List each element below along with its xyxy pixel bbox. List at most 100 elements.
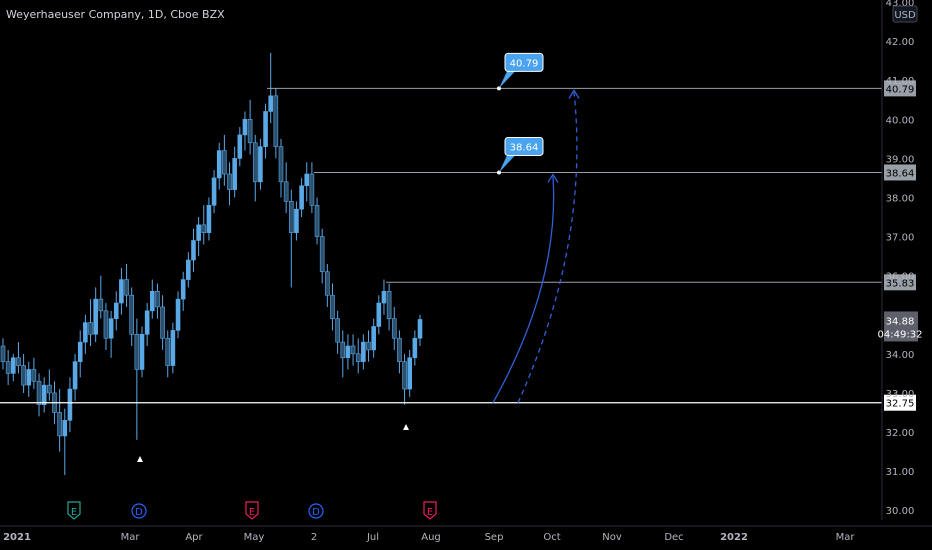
earnings-marker-icon[interactable]: E bbox=[423, 501, 437, 520]
time-tick: Apr bbox=[185, 532, 203, 543]
candle bbox=[402, 353, 407, 405]
candle bbox=[175, 291, 181, 339]
candle bbox=[5, 349, 11, 386]
candle-body bbox=[196, 224, 201, 241]
candle bbox=[273, 88, 279, 159]
candle bbox=[237, 127, 243, 167]
candle-body bbox=[299, 185, 304, 210]
candle bbox=[258, 138, 263, 190]
candle-body bbox=[36, 380, 42, 405]
earnings-marker-icon[interactable]: E bbox=[245, 501, 259, 520]
price-axis[interactable]: 43.00 42.00 41.00 40.00 39.00 38.00 37.00 36.00… bbox=[878, 0, 923, 520]
candle bbox=[41, 377, 47, 413]
candle-body bbox=[186, 259, 191, 280]
candle-body bbox=[170, 330, 176, 366]
candle-body bbox=[335, 318, 340, 343]
marker-letter: E bbox=[71, 507, 77, 518]
candle-body bbox=[113, 302, 119, 319]
dividend-marker-icon[interactable]: D bbox=[308, 503, 324, 519]
price-tick: 41.00 bbox=[886, 76, 915, 87]
price-tick: 40.00 bbox=[886, 115, 915, 126]
candle-body bbox=[72, 361, 78, 390]
time-tick: May bbox=[244, 532, 265, 543]
candle-body bbox=[412, 337, 418, 359]
callout-label: 40.79 bbox=[510, 58, 539, 69]
candle bbox=[407, 349, 413, 397]
candle-body bbox=[340, 341, 346, 359]
arc-solid-arrowhead bbox=[547, 173, 559, 183]
price-tag-bg bbox=[884, 80, 916, 97]
candle-body bbox=[263, 111, 268, 147]
time-tick: Aug bbox=[421, 532, 441, 543]
candle-body bbox=[330, 294, 335, 319]
candle bbox=[88, 299, 93, 347]
callout-40.79[interactable]: 40.79 bbox=[497, 52, 544, 91]
dividend-marker-icon[interactable]: D bbox=[131, 503, 147, 519]
candle bbox=[376, 295, 382, 335]
candle-body bbox=[361, 341, 366, 362]
candle bbox=[391, 306, 397, 350]
candle-body bbox=[129, 294, 135, 335]
price-tag-bg bbox=[884, 164, 916, 181]
candle bbox=[155, 283, 160, 319]
arc-dashed[interactable] bbox=[517, 92, 578, 403]
candle bbox=[232, 146, 237, 198]
candle bbox=[350, 334, 356, 366]
currency-badge[interactable]: USD bbox=[892, 5, 918, 23]
candle bbox=[227, 162, 232, 206]
candle-body bbox=[149, 290, 155, 312]
callout-38.64[interactable]: 38.64 bbox=[497, 136, 544, 175]
arc-dashed-arrowhead bbox=[568, 89, 580, 99]
candle bbox=[21, 353, 26, 393]
candle-body bbox=[103, 310, 109, 339]
candle-body bbox=[57, 412, 62, 437]
last-price-value: 34.88 bbox=[886, 316, 915, 327]
candle bbox=[325, 263, 330, 307]
candle-body bbox=[222, 150, 227, 175]
arc-solid[interactable] bbox=[492, 176, 555, 404]
candle bbox=[16, 342, 21, 374]
candle bbox=[345, 334, 351, 370]
marker-letter: E bbox=[427, 507, 433, 518]
candle-body bbox=[26, 369, 32, 386]
candle-body bbox=[165, 337, 171, 366]
candle-body bbox=[232, 158, 237, 190]
candle-body bbox=[108, 318, 114, 339]
candle-body bbox=[294, 208, 299, 233]
candle bbox=[47, 369, 52, 401]
marker-shape bbox=[308, 503, 324, 519]
marker-letter: D bbox=[312, 507, 320, 518]
swing-low-marker-icon bbox=[137, 456, 143, 462]
time-tick: Sep bbox=[485, 532, 504, 543]
earnings-marker-icon[interactable]: E bbox=[67, 501, 81, 520]
price-tag-label: 38.64 bbox=[886, 168, 915, 179]
candle bbox=[191, 228, 196, 272]
candle bbox=[330, 283, 335, 331]
candle-body bbox=[381, 290, 387, 304]
candle-body bbox=[268, 95, 274, 112]
price-tick: 37.00 bbox=[886, 233, 915, 244]
time-axis[interactable]: 2021 Mar Apr May 2 Jul Aug Sep Oct Nov Dec 2022 Mar bbox=[0, 525, 932, 543]
candle bbox=[170, 322, 176, 374]
candle bbox=[26, 361, 32, 397]
candle-body bbox=[247, 118, 253, 144]
candle bbox=[252, 134, 258, 202]
candle-body bbox=[41, 384, 47, 405]
candle bbox=[278, 138, 284, 198]
price-tick: 31.00 bbox=[886, 467, 915, 478]
candle-body bbox=[201, 224, 207, 233]
candle bbox=[309, 162, 315, 214]
candle-body bbox=[397, 337, 402, 362]
candle-body bbox=[227, 173, 232, 190]
price-tag-35.83: 35.83 bbox=[884, 274, 916, 291]
candle bbox=[283, 162, 289, 214]
candle bbox=[62, 408, 68, 476]
time-tick: Dec bbox=[664, 532, 683, 543]
candle-body bbox=[258, 146, 263, 183]
candle bbox=[36, 373, 42, 417]
candle bbox=[57, 389, 62, 452]
candle-body bbox=[309, 173, 315, 206]
candle-body bbox=[216, 150, 222, 179]
